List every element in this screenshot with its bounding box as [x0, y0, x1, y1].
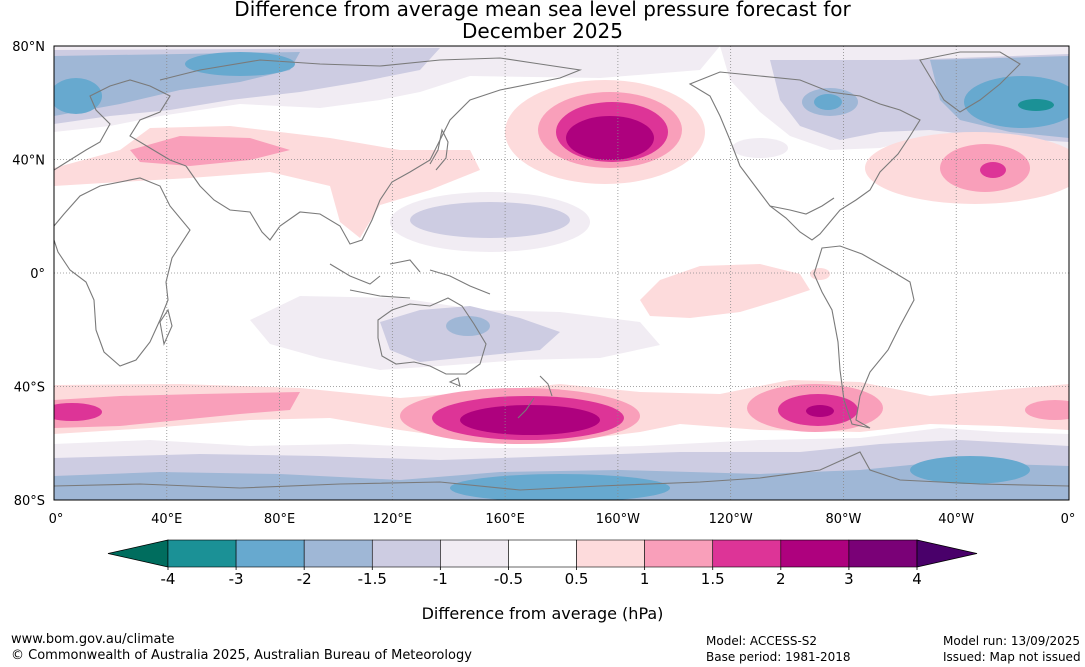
anomaly-north-atlantic-2 [980, 162, 1006, 178]
footer-copyright: © Commonwealth of Australia 2025, Austra… [11, 648, 472, 663]
longitude-tick-labels: 0° 40°E 80°E 120°E 160°E 160°W 120°W 80°W 40°W 0° [49, 512, 1076, 527]
latitude-tick-labels: 80°N 40°N 0° 40°S 80°S [12, 40, 45, 509]
anomaly-central-asia-inner [130, 136, 290, 166]
anomaly-southern-west-core [54, 403, 102, 421]
lon-tick-label: 120°W [709, 512, 753, 527]
colorbar-swatch [235, 539, 305, 568]
colorbar-swatch [508, 539, 577, 568]
coastline-new-zealand [517, 375, 553, 419]
colorbar-body [107, 539, 978, 568]
anomaly-tropical-pacific-inner [410, 202, 570, 238]
coastline-madagascar [159, 308, 173, 346]
colorbar-swatch [440, 539, 509, 568]
colorbar-tick-label: 1 [640, 570, 650, 588]
footer-model: Model: ACCESS-S2 [706, 634, 818, 648]
anomaly-southern-band-15-west [54, 392, 300, 428]
coastlines [54, 51, 1069, 491]
anomaly-north-pacific-3 [566, 116, 654, 160]
colorbar-extend-high [916, 539, 978, 568]
footer-url[interactable]: www.bom.gov.au/climate [11, 632, 175, 647]
colorbar-tick-labels: -4 -3 -2 -1.5 -1 -0.5 0.5 1 1.5 2 3 4 [161, 567, 922, 588]
anomaly-siberia-core [185, 52, 295, 76]
coastline-gulf [769, 197, 835, 215]
colorbar-tick-label: -2 [297, 570, 312, 588]
coastline-antarctica [54, 451, 1069, 491]
colorbar-tick-label: 0.5 [565, 570, 589, 588]
footer-source: www.bom.gov.au/climate © Commonwealth of… [11, 632, 472, 664]
colorbar-tick-label: 1.5 [701, 570, 725, 588]
colorbar-tick-label: -4 [161, 570, 176, 588]
colorbar-swatch [848, 539, 918, 568]
colorbar-swatch [303, 539, 373, 568]
map-frame [53, 45, 1070, 501]
coastline-japan [429, 128, 449, 171]
anomaly-sa-3 [806, 405, 834, 417]
colorbar-swatch [780, 539, 850, 568]
lon-tick-label: 160°W [596, 512, 640, 527]
lat-tick-label: 40°S [14, 381, 45, 396]
anomaly-greenland-core [964, 76, 1069, 128]
anomaly-field [54, 46, 1069, 500]
coastline-south-america [813, 245, 915, 429]
anomaly-scandinavia-core [54, 78, 102, 114]
footer-base-period: Base period: 1981-2018 [706, 650, 851, 664]
anomaly-east-atlantic-15 [1025, 400, 1069, 420]
colorbar-swatch [576, 539, 645, 568]
colorbar-tick-label: -3 [229, 570, 244, 588]
lat-tick-label: 40°N [12, 154, 45, 169]
footer-model-info: Model: ACCESS-S2 Base period: 1981-2018 [706, 633, 851, 665]
coastline-tasmania [448, 377, 461, 387]
colorbar-tick-label: 2 [776, 570, 786, 588]
anomaly-australia-core [446, 316, 490, 336]
coastline-africa [54, 177, 191, 367]
lat-tick-label: 80°S [14, 494, 45, 509]
map-title-line-2: December 2025 [462, 19, 623, 43]
footer-issued: Issued: Map not issued [943, 650, 1081, 664]
lon-tick-label: 80°E [264, 512, 295, 527]
colorbar-swatch [712, 539, 782, 568]
lat-tick-label: 0° [30, 267, 45, 282]
colorbar-label: Difference from average (hPa) [421, 604, 664, 623]
lon-tick-label: 0° [49, 512, 64, 527]
footer-run-info: Model run: 13/09/2025 Issued: Map not is… [943, 633, 1081, 665]
colorbar-tick-label: 3 [844, 570, 854, 588]
coastline-north-america [688, 71, 921, 241]
coastline-indonesia [329, 259, 491, 299]
lon-tick-label: 40°W [938, 512, 974, 527]
lat-tick-label: 80°N [12, 40, 45, 55]
anomaly-antarctic-core-3 [60, 484, 160, 500]
anomaly-us-negative [732, 138, 788, 158]
anomaly-east-pacific [640, 264, 810, 318]
footer-model-run: Model run: 13/09/2025 [943, 634, 1081, 648]
coastline-australia [377, 297, 487, 375]
colorbar-tick-label: -0.5 [494, 570, 523, 588]
lon-tick-label: 0° [1061, 512, 1076, 527]
colorbar-swatch [167, 539, 237, 568]
lon-tick-label: 160°E [485, 512, 525, 527]
colorbar-tick-label: 4 [912, 570, 922, 588]
colorbar-swatch [371, 539, 441, 568]
anomaly-hudson-peak [814, 94, 842, 110]
colorbar-extend-low [107, 539, 169, 568]
lon-tick-label: 120°E [373, 512, 413, 527]
colorbar-tick-label: -1 [433, 570, 448, 588]
coastline-asia [159, 57, 583, 245]
coastline-greenland [919, 51, 1021, 113]
lon-tick-label: 40°E [151, 512, 182, 527]
colorbar-tick-label: -1.5 [358, 570, 387, 588]
map-title-line-1: Difference from average mean sea level p… [234, 0, 851, 21]
colorbar-swatch [644, 539, 714, 568]
coastline-europe [54, 79, 187, 171]
lon-tick-label: 80°W [825, 512, 861, 527]
anomaly-greenland-peak [1018, 99, 1054, 111]
anomaly-antarctic-core-2 [910, 456, 1030, 484]
anomaly-nz-3 [460, 405, 600, 435]
